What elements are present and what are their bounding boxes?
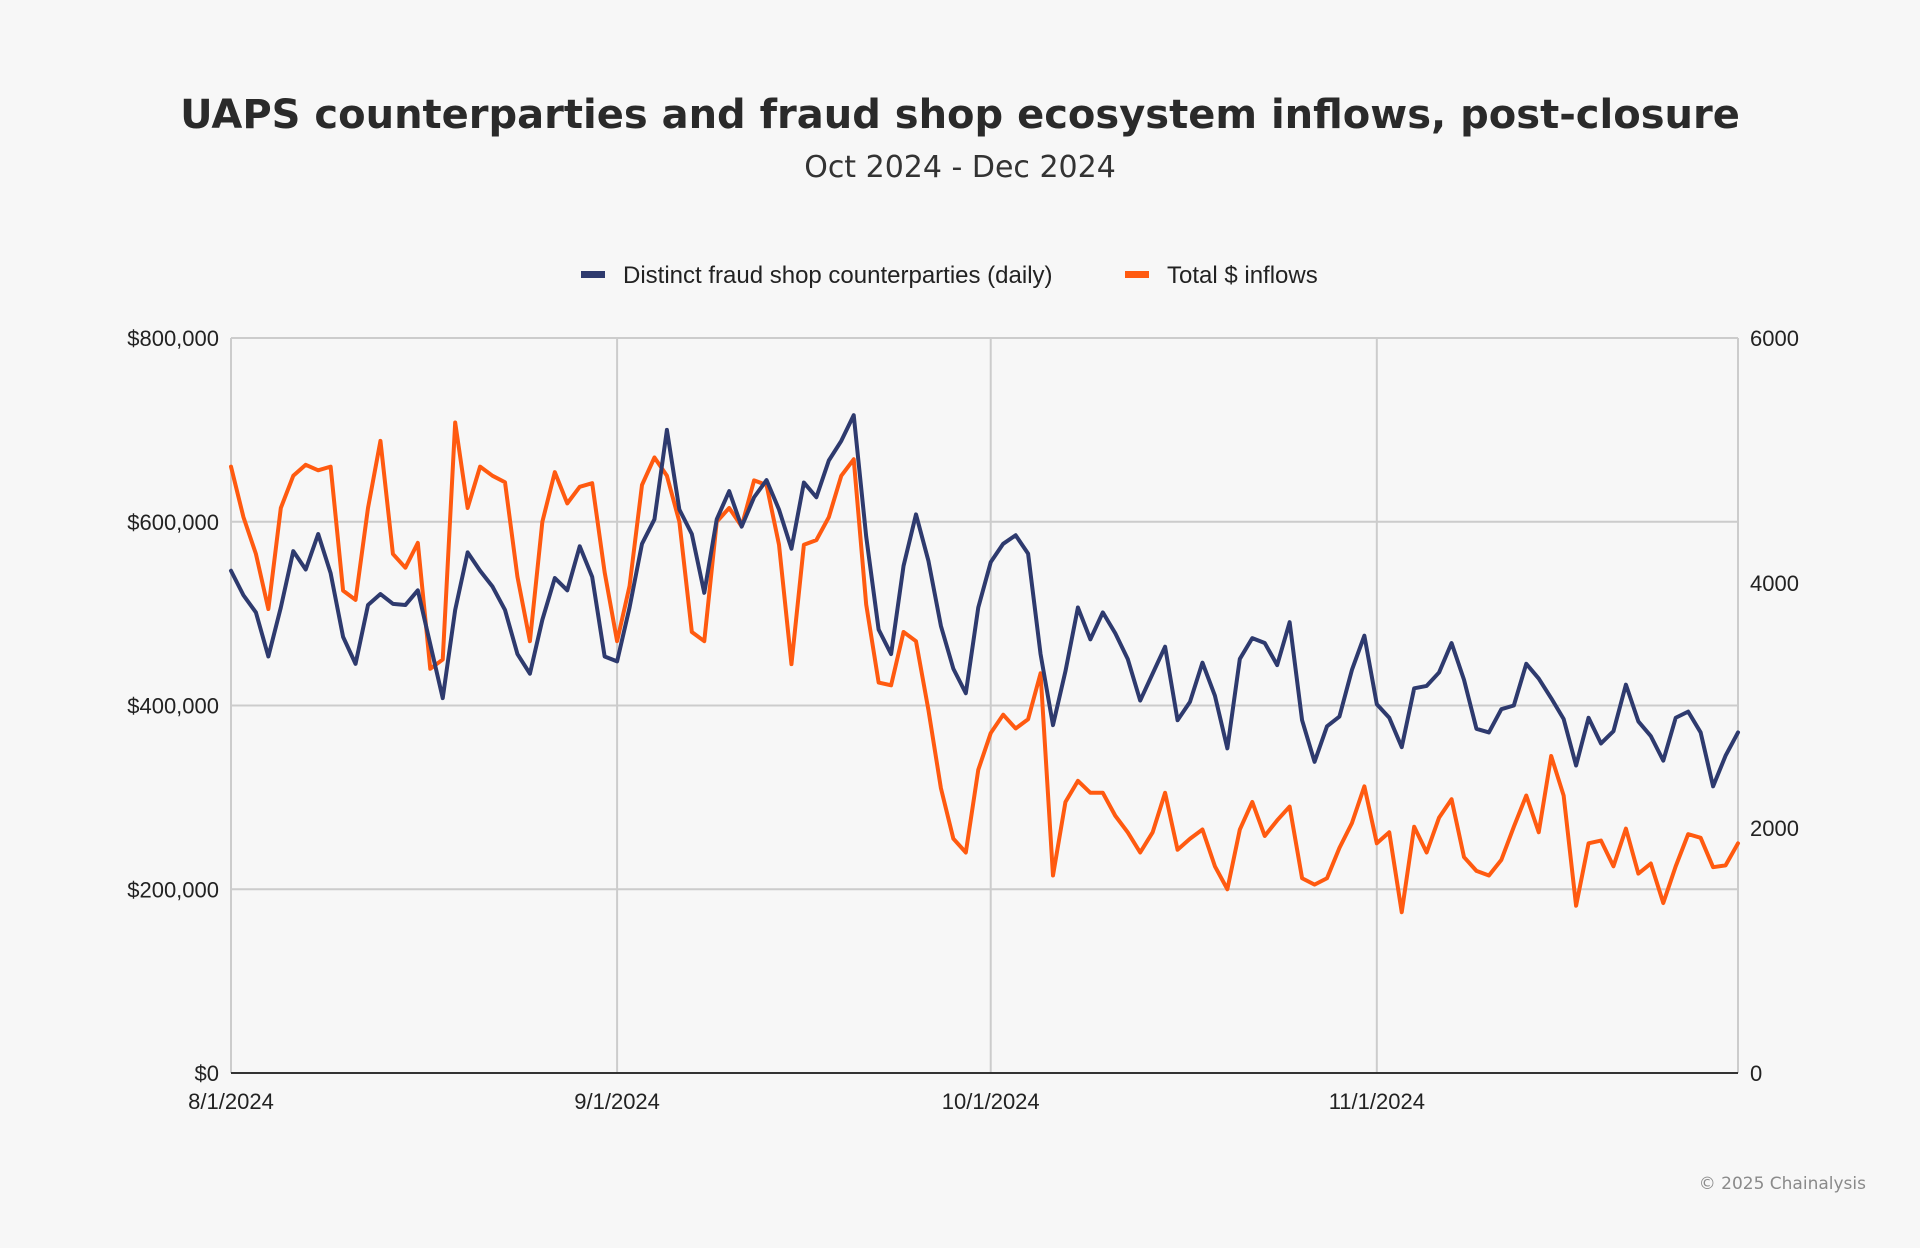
y-left-tick-label: $0 — [195, 1061, 219, 1086]
y-left-tick-label: $400,000 — [127, 694, 219, 719]
series-line-counterparties — [229, 413, 1740, 789]
legend-swatch-inflows — [1125, 271, 1149, 278]
series-lines — [229, 413, 1740, 915]
legend: Distinct fraud shop counterparties (dail… — [581, 262, 1318, 289]
y-right-tick-label: 2000 — [1750, 816, 1799, 841]
x-tick-label: 11/1/2024 — [1329, 1089, 1425, 1114]
y-left-tick-label: $600,000 — [127, 510, 219, 535]
tick-labels: $0 $200,000 $400,000 $600,000 $800,000 0 2000 4… — [127, 326, 1799, 1114]
y-left-tick-label: $800,000 — [127, 326, 219, 351]
x-tick-label: 9/1/2024 — [574, 1089, 660, 1114]
chart-title: UAPS counterparties and fraud shop ecosy… — [180, 92, 1740, 138]
legend-label-counterparties: Distinct fraud shop counterparties (dail… — [623, 262, 1053, 289]
y-right-tick-label: 0 — [1750, 1061, 1762, 1086]
y-right-tick-label: 4000 — [1750, 571, 1799, 596]
legend-swatch-counterparties — [581, 271, 605, 278]
legend-label-inflows: Total $ inflows — [1167, 262, 1318, 289]
y-left-tick-label: $200,000 — [127, 877, 219, 902]
x-tick-label: 8/1/2024 — [188, 1089, 274, 1114]
copyright-notice: © 2025 Chainalysis — [1698, 1174, 1866, 1194]
y-right-tick-label: 6000 — [1750, 326, 1799, 351]
series-line-inflows — [229, 420, 1740, 915]
x-tick-label: 10/1/2024 — [942, 1089, 1040, 1114]
chart-subtitle: Oct 2024 - Dec 2024 — [804, 150, 1116, 185]
